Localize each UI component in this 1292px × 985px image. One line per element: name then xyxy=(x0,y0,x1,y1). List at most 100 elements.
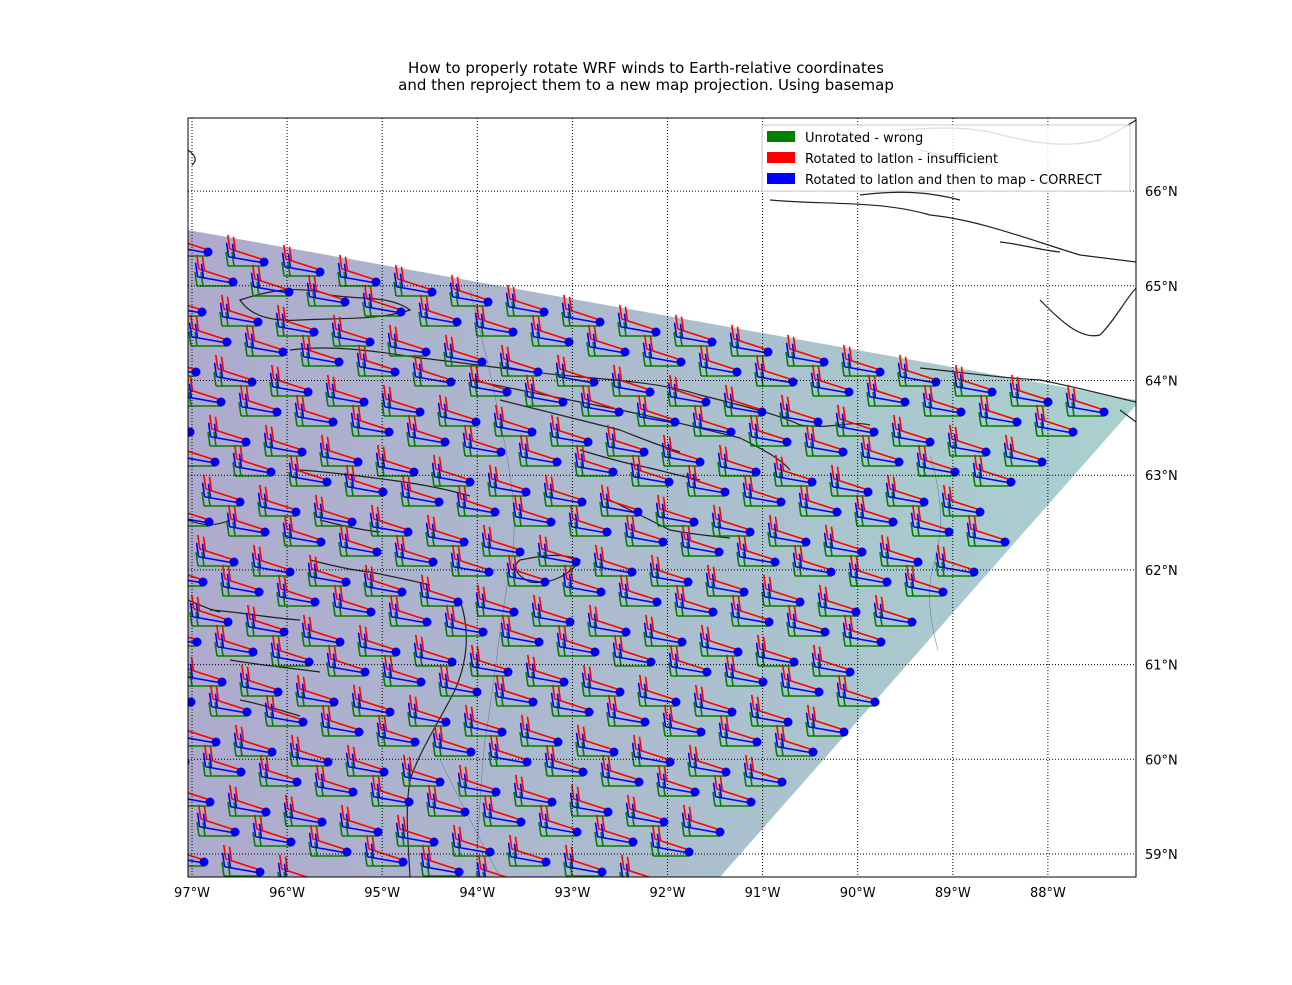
barb-map-flag xyxy=(841,413,846,428)
barb-latlon xyxy=(842,344,881,371)
barb-latlon-flag xyxy=(556,354,561,369)
barb-unrotated-flag xyxy=(308,841,312,857)
barb-unrotated-flag xyxy=(337,331,341,347)
barb-latlon-flag xyxy=(149,735,151,749)
barb-map-flag xyxy=(580,453,585,468)
barb-latlon-flag xyxy=(239,384,244,399)
barb-unrotated xyxy=(836,691,875,707)
barb-map xyxy=(282,522,322,544)
barb-map-shaft xyxy=(583,405,620,414)
barb-latlon-flag xyxy=(481,306,486,321)
barb-unrotated-flag xyxy=(530,391,534,407)
barb-latlon xyxy=(979,394,1018,421)
barb-latlon-flag xyxy=(550,476,555,491)
barb-unrotated xyxy=(263,441,302,457)
barb-map xyxy=(966,522,1006,544)
barb-map-flag xyxy=(276,643,281,658)
barb-map-flag xyxy=(281,252,286,267)
barb-unrotated-flag xyxy=(314,841,318,857)
barb-station-dot xyxy=(497,727,507,737)
barb-latlon xyxy=(357,344,396,371)
barb-map-shaft xyxy=(640,695,677,704)
barb-unrotated-flag xyxy=(648,351,652,367)
barb-station-dot xyxy=(278,347,288,357)
barb-latlon-flag xyxy=(173,837,175,851)
barb-latlon xyxy=(967,514,1006,541)
barb-latlon-flag xyxy=(264,486,269,501)
barb-station-dot xyxy=(435,777,445,787)
barb-map-flag xyxy=(319,503,324,518)
barb-unrotated xyxy=(785,351,824,367)
barb-map-flag xyxy=(449,343,454,358)
barb-map xyxy=(879,542,919,564)
barb-latlon-flag xyxy=(233,444,238,459)
barb-map-flag xyxy=(680,593,685,608)
barb-unrotated-flag xyxy=(574,521,578,537)
barb-latlon xyxy=(488,464,527,491)
barb-station-dot xyxy=(315,267,325,277)
barb-unrotated-flag xyxy=(922,461,926,477)
barb-latlon-flag xyxy=(352,746,357,761)
barb-unrotated xyxy=(238,401,277,417)
barb-unrotated-flag xyxy=(494,691,498,707)
barb-map-flag xyxy=(767,583,772,598)
barb-unrotated-flag xyxy=(214,641,218,657)
barb-latlon-flag xyxy=(830,464,835,479)
barb-map xyxy=(188,640,198,644)
barb-unrotated-flag xyxy=(730,671,734,687)
barb-unrotated-flag xyxy=(232,521,236,537)
barb-unrotated-flag xyxy=(561,311,565,327)
barb-unrotated-flag xyxy=(749,771,753,787)
barb-station-dot xyxy=(589,377,599,387)
barb-latlon-flag xyxy=(377,714,382,729)
barb-map-shaft xyxy=(950,445,987,454)
barb-station-dot xyxy=(317,817,327,827)
barb-map-flag xyxy=(172,844,174,858)
barb-map-flag xyxy=(432,793,437,808)
barb-unrotated-flag xyxy=(661,451,665,467)
barb-latlon-flag xyxy=(526,654,531,669)
barb-unrotated xyxy=(712,791,751,807)
barb-station-dot xyxy=(279,627,289,637)
barb-latlon-flag xyxy=(396,814,401,829)
barb-unrotated-flag xyxy=(668,661,672,677)
barb-latlon xyxy=(346,744,385,771)
barb-unrotated-flag xyxy=(431,471,435,487)
barb-latlon-flag xyxy=(489,734,494,749)
barb-latlon xyxy=(188,656,223,681)
barb-station-dot xyxy=(925,437,935,447)
barb-map xyxy=(538,812,578,834)
barb-latlon-flag xyxy=(258,546,263,561)
barb-unrotated xyxy=(444,621,483,637)
barb-unrotated-flag xyxy=(283,871,286,877)
barb-latlon-flag xyxy=(172,557,174,571)
barb-map-shaft xyxy=(715,795,752,804)
barb-station-dot xyxy=(628,837,638,847)
barb-station-dot xyxy=(340,297,350,307)
barb-map-flag xyxy=(183,444,185,458)
barb-unrotated-flag xyxy=(587,621,591,637)
barb-latlon xyxy=(755,354,794,381)
barb-map-flag xyxy=(258,823,263,838)
barb-unrotated xyxy=(562,581,601,597)
barb-map-flag xyxy=(586,332,591,347)
barb-unrotated-flag xyxy=(643,691,647,707)
barb-latlon xyxy=(264,424,303,451)
barb-unrotated-flag xyxy=(362,301,366,317)
barb-station-dot xyxy=(447,657,457,667)
barb-unrotated-flag xyxy=(195,551,199,567)
barb-station-dot xyxy=(708,607,718,617)
barb-map-flag xyxy=(729,332,734,347)
barb-unrotated xyxy=(332,601,371,617)
barb-unrotated xyxy=(474,321,513,337)
barb-map-shaft xyxy=(857,515,894,524)
barb-unrotated xyxy=(1003,451,1042,467)
barb-latlon xyxy=(687,464,726,491)
barb-map xyxy=(650,832,690,854)
barb-unrotated xyxy=(188,585,203,587)
barb-map-flag xyxy=(605,493,610,508)
barb-latlon-flag xyxy=(420,574,425,589)
legend-label-map: Rotated to latlon and then to map - CORR… xyxy=(805,173,1102,188)
barb-latlon-flag xyxy=(388,386,393,401)
barb-unrotated-flag xyxy=(438,741,442,757)
